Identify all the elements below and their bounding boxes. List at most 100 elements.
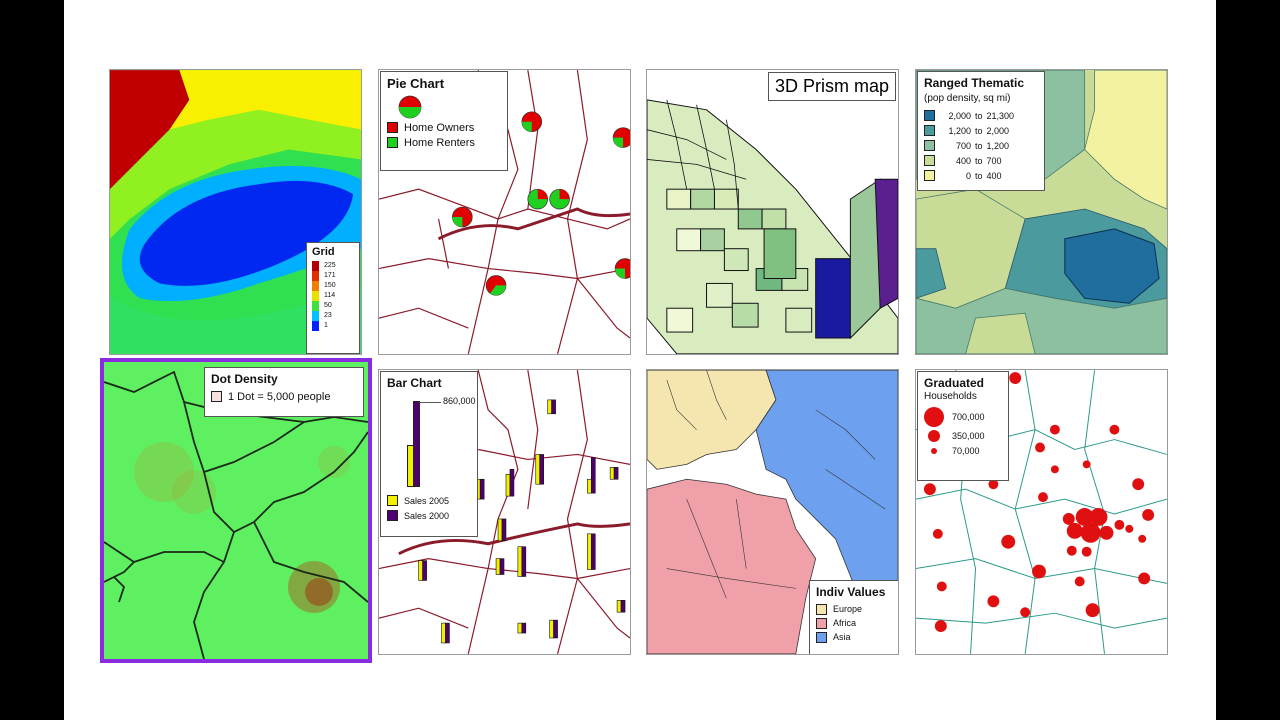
pie-legend: Pie Chart Home Owners Home Renters bbox=[380, 71, 508, 171]
graduated-legend-label: 700,000 bbox=[952, 412, 985, 422]
bar-symbol bbox=[553, 619, 558, 639]
graduated-symbol bbox=[1081, 546, 1092, 557]
graduated-symbol bbox=[1109, 424, 1120, 435]
ranged-legend-subtitle: (pop density, sq mi) bbox=[924, 93, 1011, 104]
bar-chart-map-tile[interactable]: Bar Chart 860,000 Sales 2005 Sales 2000 bbox=[378, 369, 631, 655]
bar-symbol bbox=[613, 467, 619, 480]
bar-symbol bbox=[609, 467, 615, 480]
graduated-symbol bbox=[1035, 442, 1045, 453]
dot-density-legend-row: 1 Dot = 5,000 people bbox=[211, 389, 357, 404]
grid-ramp-swatch bbox=[312, 271, 319, 281]
bar-symbol bbox=[616, 599, 622, 613]
pie-chart-map-tile[interactable]: Pie Chart Home Owners Home Renters bbox=[378, 69, 631, 355]
bar-symbol bbox=[499, 558, 505, 575]
graduated-legend-title: Graduated bbox=[924, 376, 985, 390]
indiv-values-legend-title: Indiv Values bbox=[816, 585, 886, 599]
prism-cell bbox=[676, 228, 702, 252]
graduated-symbol bbox=[1038, 492, 1048, 503]
pie-symbol bbox=[613, 137, 624, 148]
graduated-symbol bbox=[1138, 572, 1151, 585]
pie-legend-title: Pie Chart bbox=[387, 76, 445, 91]
indiv-values-legend-row: Asia bbox=[816, 630, 892, 644]
ranged-legend-from: 1,200 bbox=[948, 125, 971, 136]
ranged-legend-to: to bbox=[975, 110, 983, 121]
indiv-values-legend-row: Europe bbox=[816, 602, 892, 616]
grid-legend: Grid 225 171 150 114 50 23 bbox=[306, 242, 360, 354]
grid-value-label: 225 bbox=[324, 262, 336, 269]
bar-symbol bbox=[591, 533, 596, 570]
graduated-map-tile[interactable]: Graduated Households 700,000 350,000 70,… bbox=[915, 369, 1168, 655]
graduated-symbol bbox=[1001, 534, 1016, 549]
bar-symbol bbox=[497, 518, 503, 542]
dot-density-map-tile[interactable]: Dot Density 1 Dot = 5,000 people bbox=[100, 358, 372, 663]
prism-3d-map bbox=[647, 70, 898, 354]
bar-symbol bbox=[587, 478, 592, 494]
ranged-legend-swatch bbox=[924, 125, 935, 136]
indiv-values-legend-label: Europe bbox=[833, 604, 863, 614]
bar-legend-swatch bbox=[387, 510, 398, 521]
ranged-legend-row: 400 to 700 bbox=[924, 153, 1038, 168]
ranged-legend-from: 700 bbox=[955, 140, 971, 151]
slide: Grid 225 171 150 114 50 23 bbox=[64, 0, 1216, 720]
grid-surface-image bbox=[110, 70, 361, 354]
graduated-symbol bbox=[1132, 478, 1145, 491]
ranged-legend-to: to bbox=[975, 155, 983, 166]
bar-legend-swatch bbox=[387, 495, 398, 506]
prism-cell bbox=[731, 302, 759, 328]
pie-symbol bbox=[559, 189, 570, 200]
bar-legend: Bar Chart 860,000 Sales 2005 Sales 2000 bbox=[380, 371, 478, 537]
ranged-thematic-map-tile[interactable]: Ranged Thematic (pop density, sq mi) 2,0… bbox=[915, 69, 1168, 355]
dot-density-legend-swatch bbox=[211, 391, 222, 402]
prism-cell bbox=[706, 282, 733, 308]
grid-value-label: 1 bbox=[324, 322, 328, 329]
pie-legend-row: Home Renters bbox=[387, 135, 501, 150]
indiv-values-map-tile[interactable]: Indiv Values Europe Africa Asia bbox=[646, 369, 899, 655]
grid-value-label: 171 bbox=[324, 272, 336, 279]
prism-cell bbox=[666, 307, 694, 333]
graduated-symbol bbox=[1114, 519, 1125, 530]
bar-symbol bbox=[539, 454, 544, 485]
ranged-legend-upper: 2,000 bbox=[986, 125, 1010, 136]
ranged-legend-from: 400 bbox=[955, 155, 971, 166]
graduated-symbol bbox=[1032, 564, 1046, 579]
graduated-symbol bbox=[1125, 524, 1134, 533]
pie-legend-label: Home Renters bbox=[404, 136, 475, 149]
bar-symbol bbox=[418, 560, 423, 581]
bar-symbol bbox=[620, 599, 626, 613]
graduated-symbol bbox=[1066, 545, 1077, 556]
ranged-legend-row: 2,000 to 21,300 bbox=[924, 108, 1038, 123]
prism-map-tile[interactable]: 3D Prism map bbox=[646, 69, 899, 355]
pie-legend-row: Home Owners bbox=[387, 120, 501, 135]
indiv-values-legend-label: Africa bbox=[833, 618, 857, 628]
graduated-legend-row: 700,000 bbox=[924, 406, 1002, 428]
graduated-symbol bbox=[1049, 424, 1060, 435]
graduated-symbol bbox=[1020, 607, 1031, 618]
pie-legend-label: Home Owners bbox=[404, 121, 475, 134]
bar-legend-label: Sales 2005 bbox=[404, 495, 450, 506]
ranged-legend-title: Ranged Thematic bbox=[924, 76, 1025, 90]
bar-symbol bbox=[445, 622, 450, 644]
indiv-values-legend-swatch bbox=[816, 631, 827, 643]
grid-ramp-swatch bbox=[312, 291, 319, 301]
ranged-legend: Ranged Thematic (pop density, sq mi) 2,0… bbox=[917, 71, 1045, 191]
bar-legend-sample-2000 bbox=[413, 401, 420, 487]
prism-cell bbox=[666, 188, 692, 210]
grid-map-tile[interactable]: Grid 225 171 150 114 50 23 bbox=[109, 69, 362, 355]
ranged-legend-upper: 700 bbox=[986, 155, 1002, 166]
graduated-symbol bbox=[1066, 522, 1083, 539]
pie-legend-swatch bbox=[387, 122, 398, 133]
bar-symbol bbox=[479, 478, 485, 500]
grid-legend-title: Grid bbox=[312, 246, 335, 258]
graduated-symbol bbox=[1080, 522, 1101, 543]
graduated-symbol bbox=[934, 620, 947, 633]
graduated-symbol bbox=[1082, 460, 1091, 469]
graduated-symbol bbox=[1050, 465, 1059, 474]
indiv-values-legend-swatch bbox=[816, 617, 827, 629]
graduated-legend-circle-small bbox=[931, 448, 937, 454]
graduated-symbol bbox=[936, 581, 947, 592]
graduated-symbol bbox=[987, 595, 1000, 608]
grid-ramp-swatch bbox=[312, 261, 319, 271]
bar-symbol bbox=[505, 474, 511, 497]
prism-cell bbox=[713, 188, 739, 210]
bar-symbol bbox=[517, 546, 523, 577]
